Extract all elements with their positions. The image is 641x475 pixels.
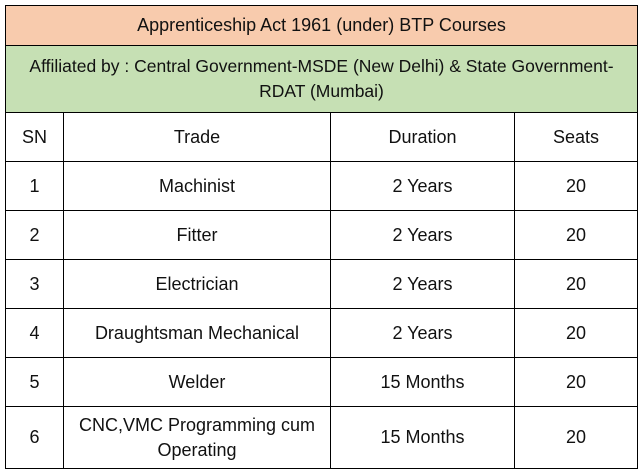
cell-trade: Draughtsman Mechanical (63, 308, 331, 358)
cell-sn: 2 (5, 210, 64, 260)
table-row: 5 Welder 15 Months 20 (5, 357, 638, 407)
cell-sn: 3 (5, 259, 64, 309)
cell-sn: 1 (5, 161, 64, 211)
cell-duration: 2 Years (330, 308, 515, 358)
cell-trade: Electrician (63, 259, 331, 309)
table-row: 1 Machinist 2 Years 20 (5, 161, 638, 211)
cell-sn: 5 (5, 357, 64, 407)
cell-seats: 20 (514, 308, 638, 358)
cell-seats: 20 (514, 259, 638, 309)
cell-duration: 2 Years (330, 161, 515, 211)
cell-seats: 20 (514, 357, 638, 407)
table-row: 6 CNC,VMC Programming cum Operating 15 Mon… (5, 406, 638, 469)
cell-duration: 2 Years (330, 259, 515, 309)
cell-duration: 15 Months (330, 406, 515, 469)
cell-sn: 6 (5, 406, 64, 469)
cell-duration: 2 Years (330, 210, 515, 260)
cell-sn: 4 (5, 308, 64, 358)
header-trade: Trade (63, 112, 331, 162)
header-row: SN Trade Duration Seats (5, 112, 638, 162)
header-sn: SN (5, 112, 64, 162)
cell-trade: CNC,VMC Programming cum Operating (63, 406, 331, 469)
cell-seats: 20 (514, 406, 638, 469)
cell-trade: Fitter (63, 210, 331, 260)
table-row: 2 Fitter 2 Years 20 (5, 210, 638, 260)
cell-duration: 15 Months (330, 357, 515, 407)
courses-table-container: Apprenticeship Act 1961 (under) BTP Cour… (5, 5, 638, 469)
table-title: Apprenticeship Act 1961 (under) BTP Cour… (5, 5, 638, 46)
table-row: 4 Draughtsman Mechanical 2 Years 20 (5, 308, 638, 358)
cell-trade: Welder (63, 357, 331, 407)
table-row: 3 Electrician 2 Years 20 (5, 259, 638, 309)
header-duration: Duration (330, 112, 515, 162)
cell-seats: 20 (514, 210, 638, 260)
courses-table: Apprenticeship Act 1961 (under) BTP Cour… (5, 5, 638, 469)
affiliation-text: Affiliated by : Central Government-MSDE … (5, 45, 638, 113)
cell-seats: 20 (514, 161, 638, 211)
cell-trade: Machinist (63, 161, 331, 211)
header-seats: Seats (514, 112, 638, 162)
